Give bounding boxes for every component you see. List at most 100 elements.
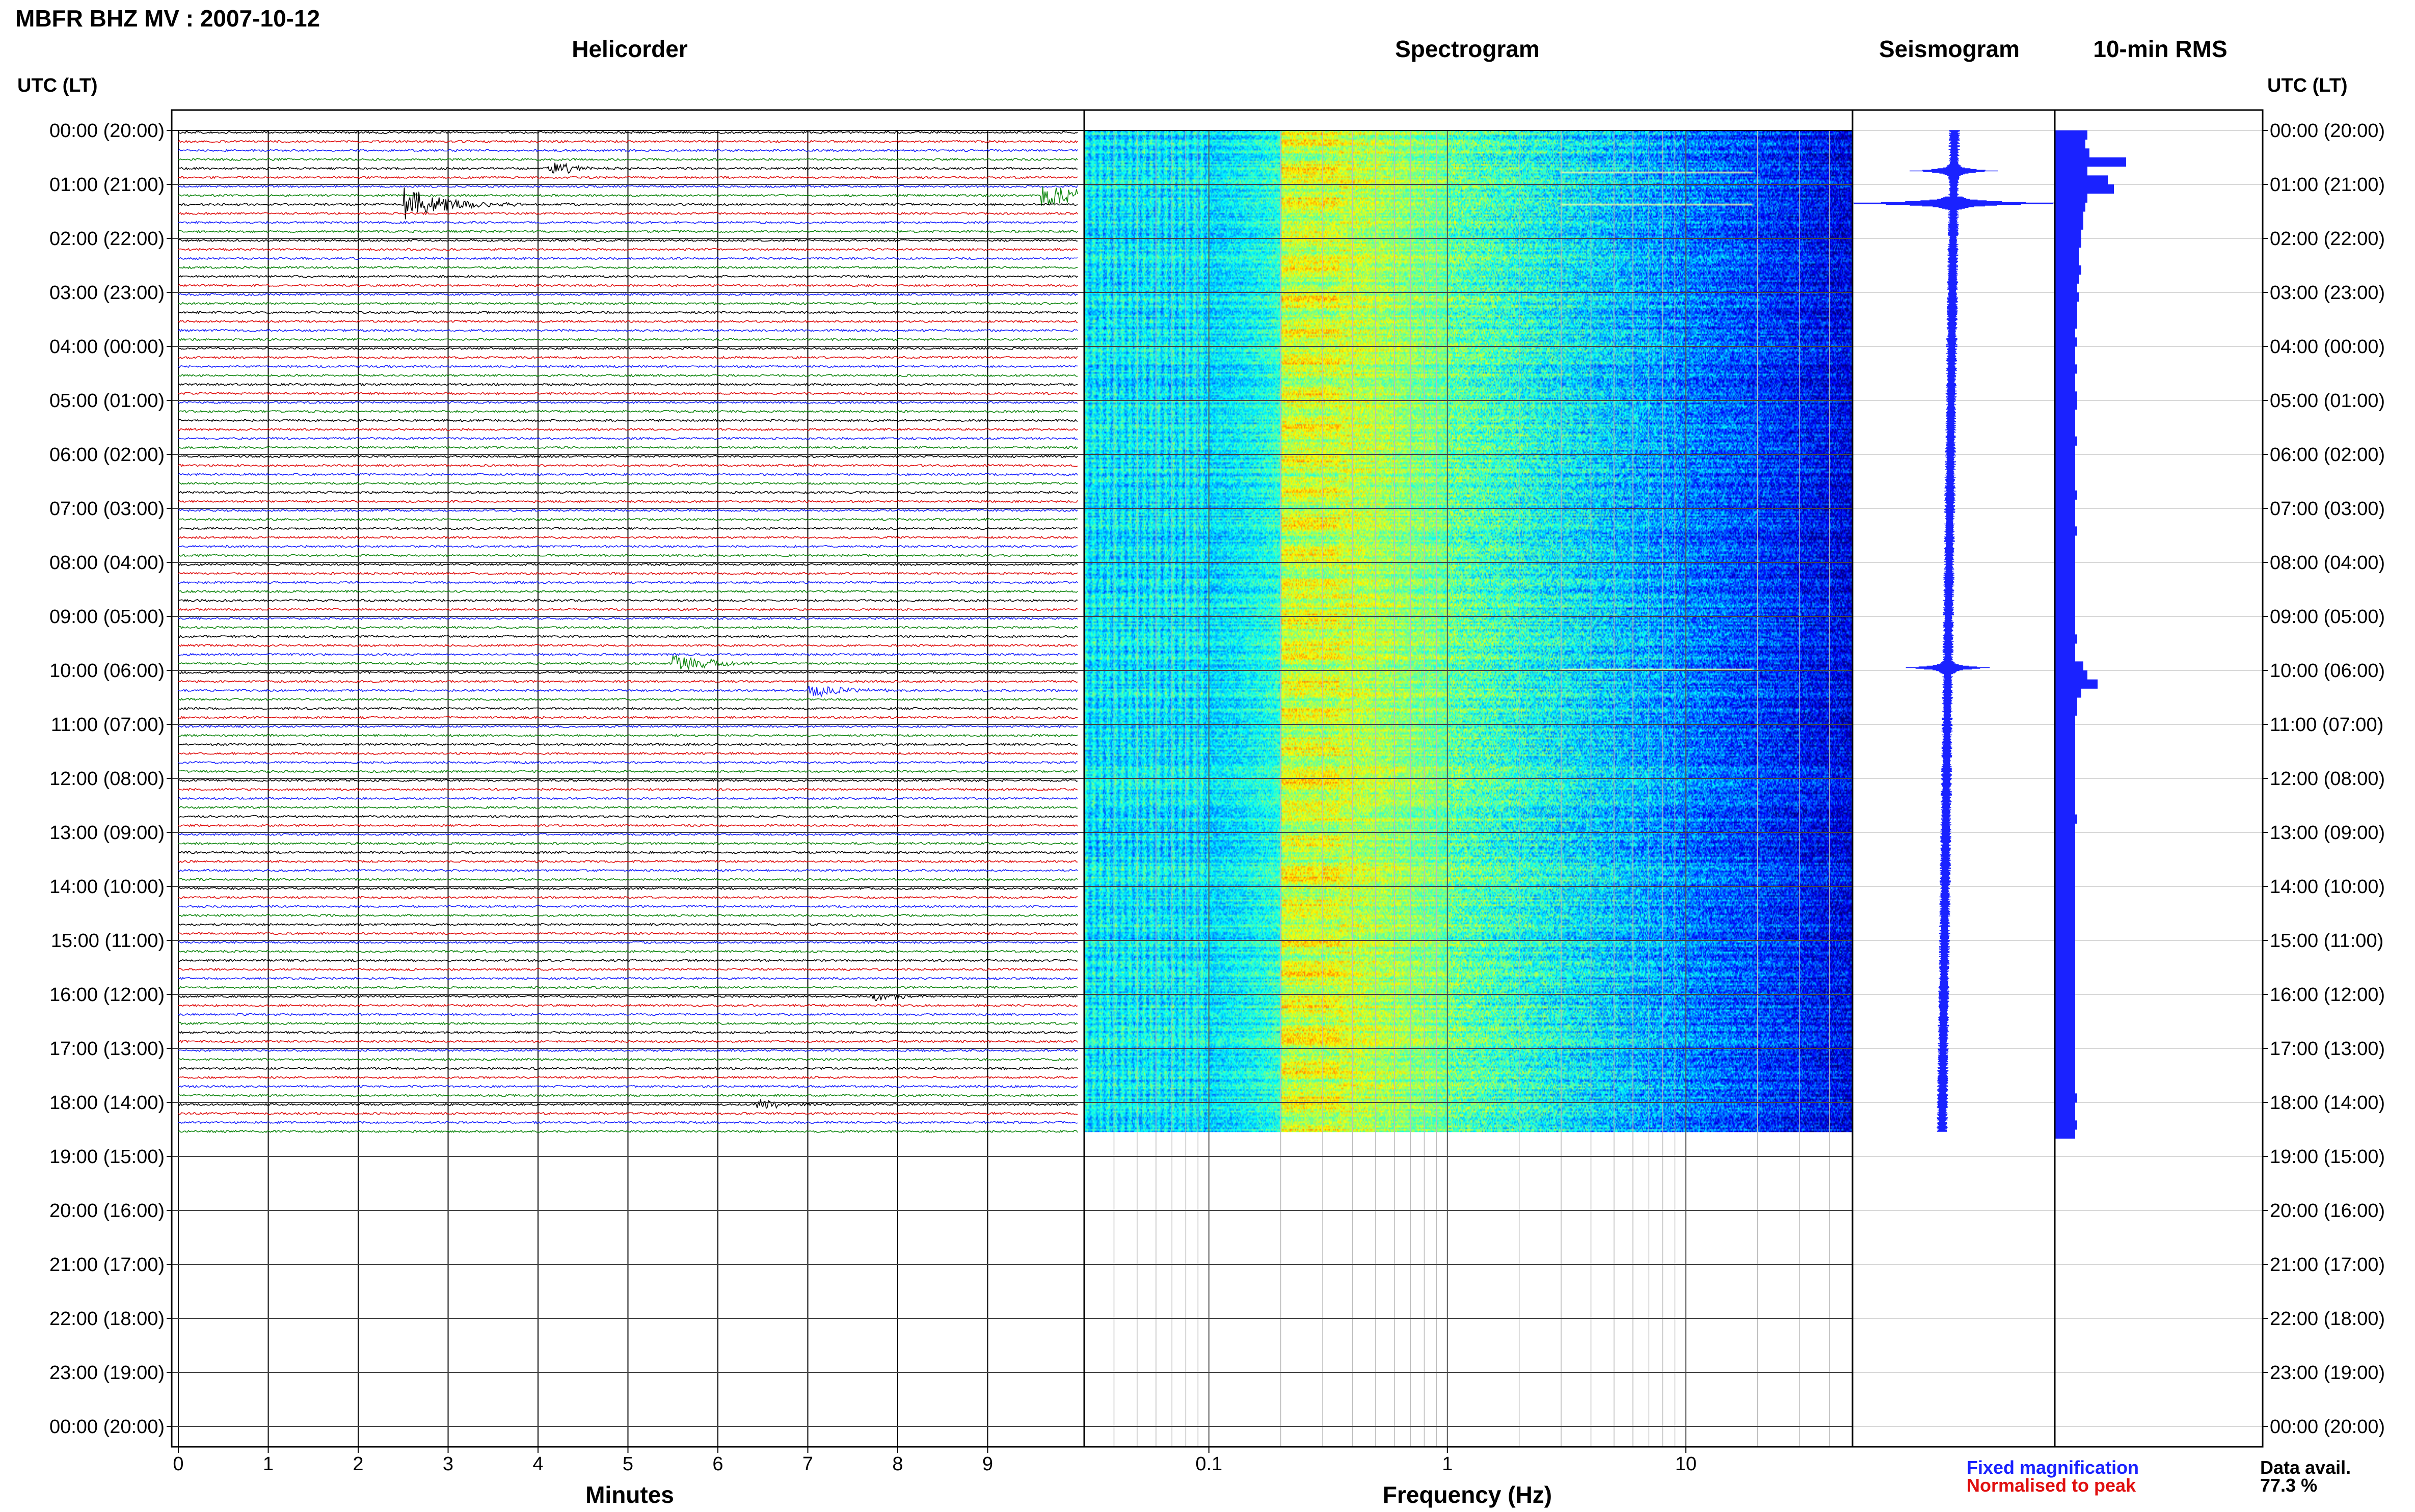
helicorder-trace xyxy=(178,653,1078,657)
rms-bar xyxy=(2055,1030,2075,1040)
time-tick-label-left: 21:00 (17:00) xyxy=(49,1254,165,1276)
legend-normalised-to-peak: Normalised to peak xyxy=(1967,1475,2136,1496)
rms-bar xyxy=(2055,850,2075,860)
helicorder-trace xyxy=(178,958,1078,962)
rms-bar xyxy=(2055,1111,2075,1121)
rms-bar xyxy=(2055,652,2075,662)
rms-bar xyxy=(2055,931,2075,941)
time-tick-label-right: 03:00 (23:00) xyxy=(2270,282,2385,304)
minute-tick-label: 3 xyxy=(443,1453,453,1475)
helicorder-trace xyxy=(178,163,1078,174)
helicorder-trace xyxy=(178,454,1078,458)
rms-bar xyxy=(2055,265,2081,275)
legend-fixed-magnification: Fixed magnification xyxy=(1967,1457,2139,1478)
helicorder-trace xyxy=(178,1013,1078,1016)
rms-bar xyxy=(2055,1012,2075,1022)
helicorder-trace xyxy=(178,418,1078,422)
rms-bar xyxy=(2055,913,2075,923)
rms-bar xyxy=(2055,436,2077,446)
helicorder-trace xyxy=(178,472,1078,476)
time-tick-label-right: 00:00 (20:00) xyxy=(2270,120,2385,142)
helicorder-trace xyxy=(178,967,1078,971)
helicorder-trace xyxy=(178,634,1078,638)
helicorder-trace xyxy=(178,256,1078,260)
helicorder-trace xyxy=(178,724,1078,728)
time-tick-label-right: 22:00 (18:00) xyxy=(2270,1308,2385,1330)
frequency-tick-label: 0.1 xyxy=(1195,1453,1222,1475)
helicorder-trace xyxy=(178,319,1078,323)
rms-bar xyxy=(2055,337,2077,347)
helicorder-trace xyxy=(178,491,1078,495)
rms-bar xyxy=(2055,256,2079,266)
rms-bar xyxy=(2055,832,2075,842)
time-tick-label-right: 20:00 (16:00) xyxy=(2270,1200,2385,1222)
rms-bar xyxy=(2055,193,2087,203)
helicorder-trace xyxy=(178,211,1078,215)
rms-bar xyxy=(2055,283,2077,293)
rms-bar xyxy=(2055,976,2075,986)
helicorder-trace xyxy=(178,383,1078,387)
helicorder-trace xyxy=(178,823,1078,827)
helicorder-trace xyxy=(178,1066,1078,1070)
rms-bar xyxy=(2055,796,2075,806)
time-tick-label-left: 15:00 (11:00) xyxy=(51,930,165,952)
rms-bar xyxy=(2055,877,2075,887)
time-tick-label-left: 01:00 (21:00) xyxy=(49,174,165,196)
helicorder-trace xyxy=(178,985,1078,989)
spectrogram-image xyxy=(1084,130,1853,1132)
time-axis-label-right: UTC (LT) xyxy=(2267,75,2348,96)
helicorder-trace xyxy=(178,1058,1078,1062)
helicorder-trace xyxy=(178,518,1078,522)
helicorder-trace xyxy=(178,680,1078,684)
rms-frame xyxy=(2054,109,2264,1448)
helicorder-trace xyxy=(178,886,1078,890)
helicorder-trace xyxy=(178,670,1078,674)
rms-bar xyxy=(2055,391,2077,401)
helicorder-trace xyxy=(178,761,1078,765)
helicorder-trace xyxy=(178,248,1078,252)
helicorder-trace xyxy=(178,186,1078,206)
time-tick-label-right: 15:00 (11:00) xyxy=(2270,930,2383,952)
helicorder-trace xyxy=(178,346,1078,350)
time-tick-label-left: 05:00 (01:00) xyxy=(49,390,165,412)
rms-bar xyxy=(2055,985,2075,995)
minute-tick-label: 2 xyxy=(353,1453,363,1475)
helicorder-trace xyxy=(178,175,1078,179)
time-tick-label-left: 19:00 (15:00) xyxy=(49,1146,165,1168)
helicorder-trace xyxy=(178,1120,1078,1124)
rms-bar xyxy=(2055,157,2126,167)
figure-title: MBFR BHZ MV : 2007-10-12 xyxy=(15,5,320,32)
rms-bar xyxy=(2055,688,2081,698)
time-tick-label-left: 11:00 (07:00) xyxy=(51,714,165,736)
rms-bar xyxy=(2055,292,2079,302)
rms-bar xyxy=(2055,166,2087,176)
helicorder-trace xyxy=(178,896,1078,900)
rms-bar xyxy=(2055,472,2075,482)
helicorder-trace xyxy=(178,356,1078,359)
helicorder-trace xyxy=(178,275,1078,278)
rms-bar xyxy=(2055,274,2079,284)
helicorder-trace xyxy=(178,157,1078,161)
time-tick-label-left: 03:00 (23:00) xyxy=(49,282,165,304)
helicorder-trace xyxy=(178,302,1078,306)
time-tick-label-right: 01:00 (21:00) xyxy=(2270,174,2385,196)
rms-bar xyxy=(2055,148,2089,158)
helicorder-trace xyxy=(178,545,1078,549)
helicorder-trace xyxy=(178,437,1078,441)
helicorder-trace xyxy=(178,187,1078,220)
helicorder-trace xyxy=(178,364,1078,368)
rms-bar xyxy=(2055,868,2075,878)
helicorder-trace xyxy=(178,993,1078,1001)
helicorder-trace xyxy=(178,410,1078,414)
helicorder-trace xyxy=(178,686,1078,698)
helicorder-trace xyxy=(178,626,1078,630)
helicorder-trace xyxy=(178,1048,1078,1052)
helicorder-trace xyxy=(178,796,1078,800)
helicorder-trace xyxy=(178,130,1078,134)
rms-bar xyxy=(2055,922,2075,932)
rms-bar xyxy=(2055,814,2077,824)
helicorder-trace xyxy=(178,562,1078,566)
rms-bar xyxy=(2055,247,2079,257)
helicorder-trace xyxy=(178,589,1078,593)
rms-bar xyxy=(2055,643,2075,653)
